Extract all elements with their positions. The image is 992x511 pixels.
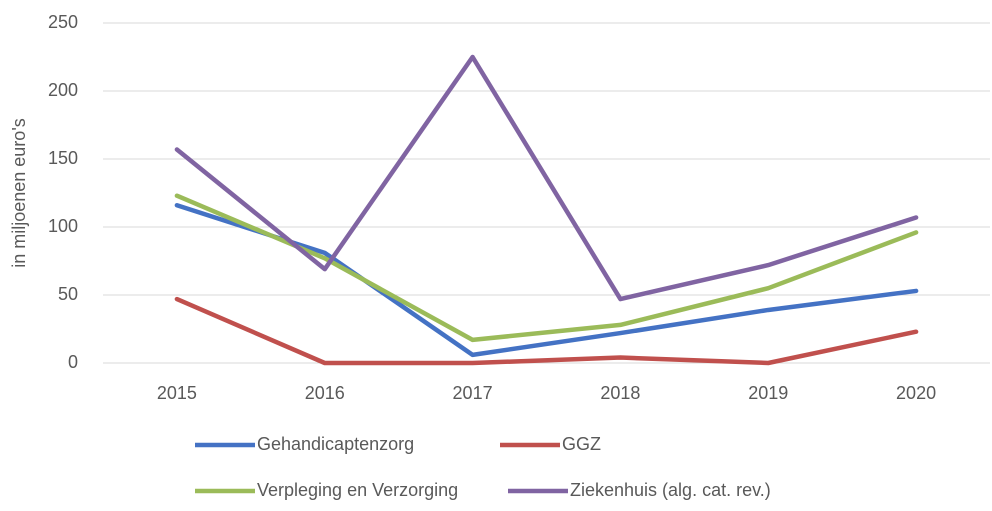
y-axis-label: in miljoenen euro's — [9, 118, 29, 268]
legend-label: Gehandicaptenzorg — [257, 434, 414, 454]
y-tick-label: 50 — [58, 284, 78, 304]
y-tick-label: 0 — [68, 352, 78, 372]
x-tick-label: 2018 — [600, 383, 640, 403]
legend-label: Ziekenhuis (alg. cat. rev.) — [570, 480, 771, 500]
series-line — [174, 296, 919, 366]
y-tick-label: 100 — [48, 216, 78, 236]
legend-label: Verpleging en Verzorging — [257, 480, 458, 500]
x-tick-label: 2016 — [305, 383, 345, 403]
y-tick-label: 250 — [48, 12, 78, 32]
x-tick-label: 2019 — [748, 383, 788, 403]
y-tick-label: 200 — [48, 80, 78, 100]
x-tick-label: 2015 — [157, 383, 197, 403]
series-line — [174, 193, 919, 343]
y-tick-label: 150 — [48, 148, 78, 168]
legend-label: GGZ — [562, 434, 601, 454]
series-line — [174, 54, 919, 302]
x-tick-label: 2017 — [453, 383, 493, 403]
x-tick-label: 2020 — [896, 383, 936, 403]
series-line — [174, 202, 919, 358]
